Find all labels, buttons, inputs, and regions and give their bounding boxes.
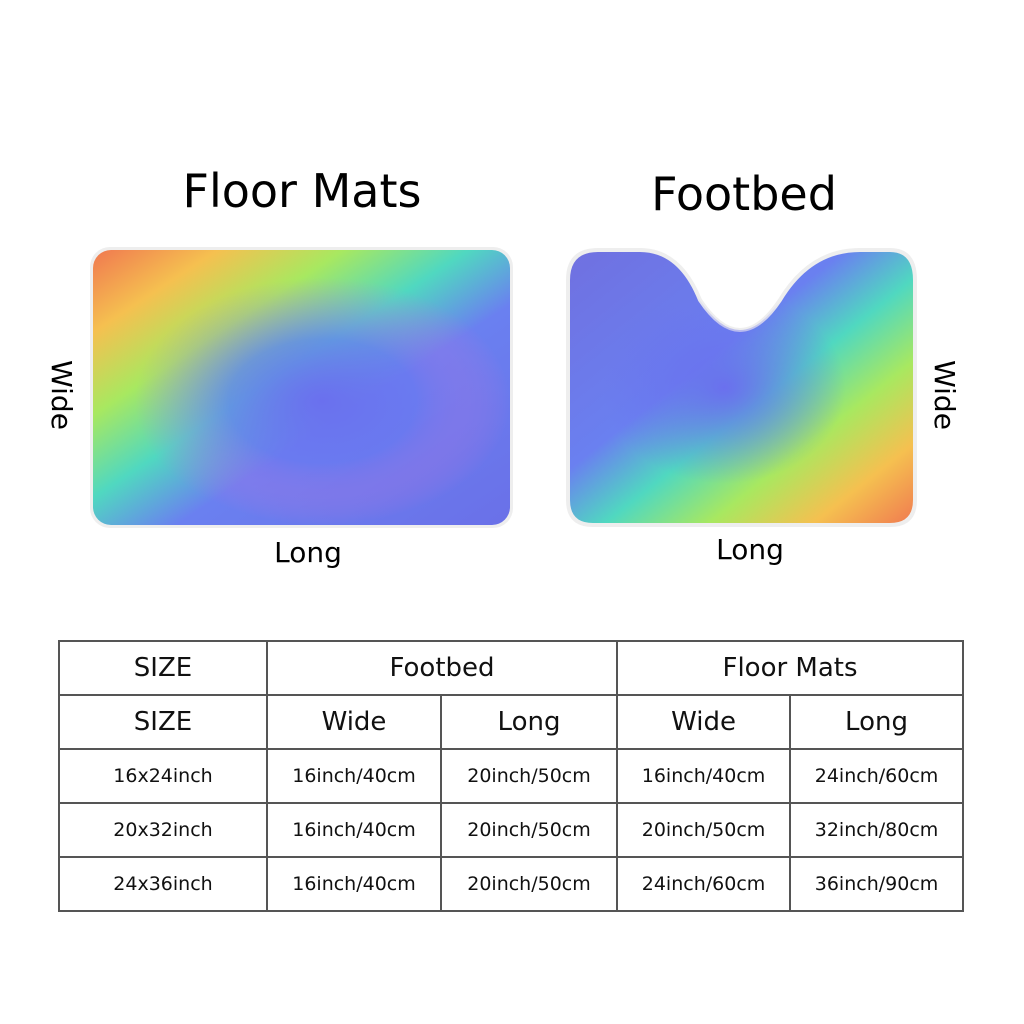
long-label: Long [716, 533, 784, 566]
table-cell: 16inch/40cm [266, 748, 442, 804]
table-cell: 16inch/40cm [266, 856, 442, 912]
table-cell: Wide [616, 694, 792, 750]
table-row: 20x32inch 16inch/40cm 20inch/50cm 20inch/50… [58, 802, 965, 858]
table-cell: Footbed [265, 640, 619, 696]
table-cell: SIZE [58, 640, 268, 696]
illustration: Floor Mats Footbed Wide Long Wide Long [45, 164, 961, 569]
table-cell: 24x36inch [58, 856, 268, 912]
table-cell: 16x24inch [58, 748, 268, 804]
title: Floor Mats [183, 164, 422, 218]
table-cell: 20inch/50cm [439, 748, 619, 804]
size-table: SIZE Footbed Floor Mats SIZE Wide Long Wide Lon… [58, 640, 965, 912]
table-cell: Long [789, 694, 965, 750]
floor-mat-swirl [93, 250, 510, 525]
table-cell: 20inch/50cm [616, 802, 792, 858]
table-cell: 32inch/80cm [789, 802, 965, 858]
table-row: SIZE Wide Long Wide Long [58, 694, 965, 750]
table-cell: 20inch/50cm [439, 802, 619, 858]
wide-label: Wide [45, 360, 78, 430]
table-cell: Wide [266, 694, 442, 750]
table-cell: Floor Mats [616, 640, 965, 696]
table-cell: 20inch/50cm [439, 856, 619, 912]
table-cell: 20x32inch [58, 802, 268, 858]
table-row: SIZE Footbed Floor Mats [58, 640, 965, 696]
long-label: Long [274, 536, 342, 569]
table-cell: 36inch/90cm [789, 856, 965, 912]
wide-label: Wide [928, 360, 961, 430]
table-cell: 16inch/40cm [616, 748, 792, 804]
table-row: 16x24inch 16inch/40cm 20inch/50cm 16inch/40… [58, 748, 965, 804]
table-row: 24x36inch 16inch/40cm 20inch/50cm 24inch/60… [58, 856, 965, 912]
footbed-swirl [568, 250, 915, 525]
table-cell: 16inch/40cm [266, 802, 442, 858]
table-cell: 24inch/60cm [789, 748, 965, 804]
table-cell: SIZE [58, 694, 268, 750]
table-cell: Long [439, 694, 619, 750]
table-cell: 24inch/60cm [616, 856, 792, 912]
title: Footbed [651, 167, 837, 221]
